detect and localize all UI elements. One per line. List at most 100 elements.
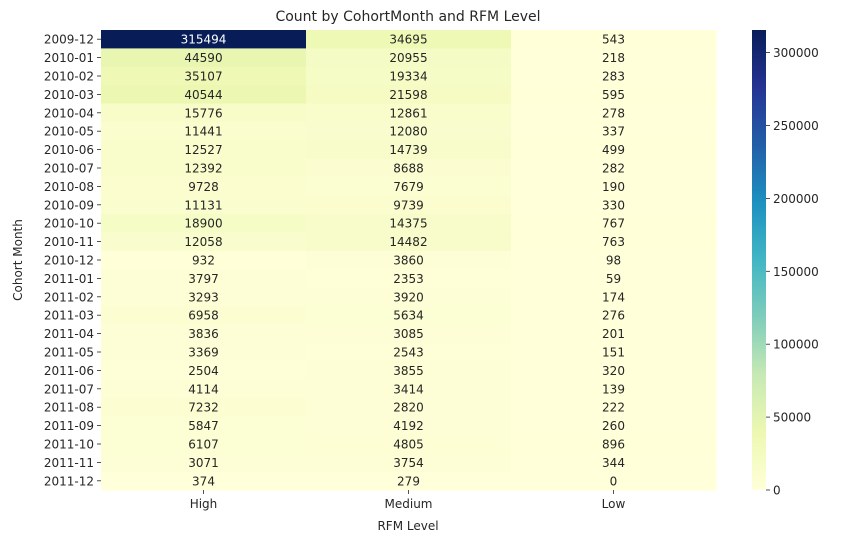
cell-value-label: 7679	[393, 180, 424, 194]
heatmap-cell	[511, 361, 717, 381]
heatmap-cell	[511, 122, 717, 141]
x-tick-labels: High Medium Low	[190, 490, 625, 511]
cell-value-label: 3860	[393, 254, 424, 268]
heatmap-cell	[511, 232, 717, 252]
heatmap-cell	[306, 158, 512, 178]
heatmap-cell	[511, 398, 717, 417]
cell-value-label: 2820	[393, 401, 424, 415]
heatmap-cell	[101, 306, 307, 325]
heatmap-cell	[511, 453, 717, 473]
cell-value-label: 5847	[188, 419, 219, 433]
heatmap-cell	[101, 398, 307, 417]
heatmap-cell	[306, 85, 512, 105]
cell-value-label: 98	[606, 254, 621, 268]
heatmap-cell	[306, 269, 512, 289]
heatmap-cell	[101, 158, 307, 178]
cell-value-label: 3920	[393, 290, 424, 304]
y-tick-label: 2011-12	[44, 474, 94, 488]
cell-value-label: 19334	[389, 70, 427, 84]
x-tick-label: High	[190, 497, 218, 511]
cell-value-label: 320	[602, 364, 625, 378]
cell-value-label: 4114	[188, 382, 219, 396]
y-tick-label: 2011-07	[44, 382, 94, 396]
heatmap-cell	[306, 30, 512, 49]
cell-value-label: 8688	[393, 162, 424, 176]
y-tick-label: 2011-06	[44, 364, 94, 378]
cell-value-label: 3754	[393, 456, 424, 470]
cell-value-label: 174	[602, 290, 625, 304]
heatmap-cell	[101, 214, 307, 233]
cell-value-label: 374	[192, 474, 215, 488]
cell-value-label: 763	[602, 235, 625, 249]
heatmap-cell	[306, 342, 512, 362]
heatmap-cell	[101, 232, 307, 252]
cell-value-label: 3085	[393, 327, 424, 341]
heatmap-cell	[511, 103, 717, 123]
heatmap-cell	[101, 140, 307, 160]
cell-value-label: 4192	[393, 419, 424, 433]
heatmap-cell	[306, 471, 512, 491]
heatmap-cell	[511, 306, 717, 325]
y-tick-label: 2011-04	[44, 327, 94, 341]
y-tick-label: 2010-10	[44, 217, 94, 231]
heatmap-cell	[511, 140, 717, 160]
y-tick-label: 2010-11	[44, 235, 94, 249]
heatmap-cell	[306, 140, 512, 160]
colorbar-tick-label: 200000	[773, 192, 819, 206]
heatmap-cell	[511, 158, 717, 178]
cell-value-label: 12080	[389, 125, 427, 139]
heatmap-cell	[306, 250, 512, 270]
heatmap-cell	[101, 453, 307, 473]
colorbar-gradient	[752, 30, 766, 490]
heatmap-cell	[306, 214, 512, 233]
cell-value-label: 18900	[184, 217, 222, 231]
heatmap-cell	[306, 398, 512, 417]
heatmap-cell	[101, 379, 307, 399]
heatmap-cell	[101, 30, 307, 49]
cell-value-label: 12058	[184, 235, 222, 249]
y-tick-label: 2010-07	[44, 162, 94, 176]
y-tick-label: 2009-12	[44, 33, 94, 47]
heatmap-cell	[511, 471, 717, 491]
heatmap-cell	[101, 434, 307, 454]
cell-value-label: 34695	[389, 33, 427, 47]
cell-value-label: 282	[602, 162, 625, 176]
heatmap-cell	[306, 434, 512, 454]
cell-value-label: 337	[602, 125, 625, 139]
y-tick-label: 2010-03	[44, 88, 94, 102]
cell-value-label: 330	[602, 198, 625, 212]
heatmap-cell	[101, 195, 307, 215]
cell-value-label: 3836	[188, 327, 219, 341]
cell-value-label: 12527	[184, 143, 222, 157]
y-tick-label: 2010-12	[44, 254, 94, 268]
heatmap-cell	[306, 306, 512, 325]
cell-value-label: 222	[602, 401, 625, 415]
cell-value-label: 20955	[389, 51, 427, 65]
cell-value-label: 2543	[393, 346, 424, 360]
cell-value-label: 315494	[181, 33, 227, 47]
cell-value-label: 344	[602, 456, 625, 470]
cell-value-label: 218	[602, 51, 625, 65]
heatmap-cell	[101, 103, 307, 123]
heatmap-cell	[306, 103, 512, 123]
y-tick-label: 2010-08	[44, 180, 94, 194]
colorbar-tick-label: 150000	[773, 265, 819, 279]
heatmap-cell	[511, 269, 717, 289]
cell-value-label: 14739	[389, 143, 427, 157]
cell-value-label: 35107	[184, 70, 222, 84]
cell-value-label: 6958	[188, 309, 219, 323]
heatmap-cell	[101, 416, 307, 436]
heatmap-cell	[511, 250, 717, 270]
heatmap-cell	[306, 324, 512, 344]
cell-value-label: 3797	[188, 272, 219, 286]
heatmap-cell	[511, 342, 717, 362]
cell-value-label: 15776	[184, 106, 222, 120]
heatmap-cell	[306, 379, 512, 399]
cell-value-label: 151	[602, 346, 625, 360]
colorbar-tick-label: 50000	[773, 411, 811, 425]
cell-value-label: 14375	[389, 217, 427, 231]
y-tick-label: 2010-05	[44, 125, 94, 139]
cell-value-label: 5634	[393, 309, 424, 323]
cell-value-label: 201	[602, 327, 625, 341]
x-axis-label: RFM Level	[377, 519, 438, 533]
